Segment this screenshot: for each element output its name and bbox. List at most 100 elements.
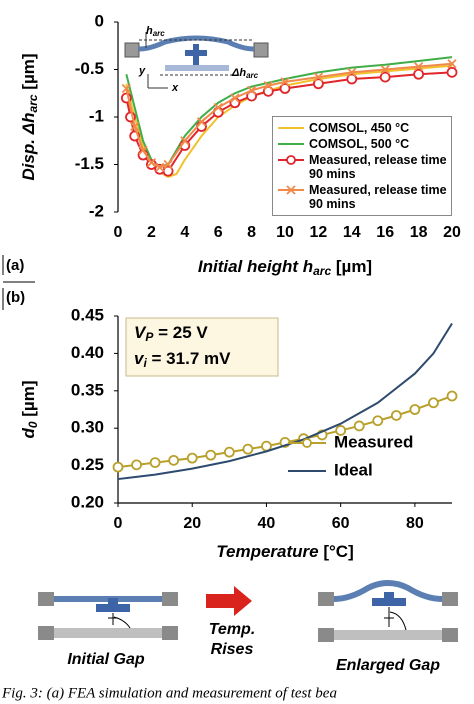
svg-text:VP = 25 V: VP = 25 V	[134, 323, 208, 344]
marker	[428, 397, 439, 409]
y-tick-label: -1	[89, 106, 104, 125]
y-tick-label: 0.30	[71, 418, 104, 437]
y-axis-label: 0	[26, 421, 40, 428]
inset-diagram: harc y x Δharc	[124, 25, 269, 94]
marker	[121, 83, 131, 94]
x-tick-label: 18	[410, 224, 428, 241]
inset-label: Δh	[231, 67, 246, 79]
legend-label: Measured, release time 90 mins	[309, 183, 447, 211]
diagram-label: Initial Gap	[67, 651, 145, 668]
marker	[390, 410, 402, 421]
x-axis-label: [µm]	[331, 257, 372, 276]
y-axis-label: d0 [µm]	[19, 380, 40, 438]
svg-text:harc: harc	[146, 25, 165, 38]
x-axis-label: Initial height h	[198, 257, 313, 276]
marker	[186, 452, 198, 464]
x-tick-label: 20	[183, 515, 201, 532]
x-tick-label: 0	[114, 224, 123, 241]
marker	[205, 449, 217, 461]
caption: Fig. 3: (a) FEA simulation and measureme…	[1, 685, 337, 701]
marker	[380, 64, 390, 75]
y-tick-label: -1.5	[75, 154, 104, 173]
x-tick-label: 40	[258, 515, 276, 532]
marker	[223, 446, 235, 458]
marker	[286, 155, 296, 165]
marker	[346, 73, 358, 85]
legend-label: COMSOL, 450 °C	[309, 121, 410, 135]
legend-label: COMSOL, 500 °C	[309, 137, 410, 151]
legend-entry: Measured, release time 90 mins	[277, 153, 447, 181]
diagram-label: Temp.	[209, 621, 256, 638]
x-tick-label: 60	[332, 515, 350, 532]
inset-label: x	[171, 82, 179, 94]
y-axis-label: Disp. Δharc [µm]	[19, 53, 40, 180]
marker	[146, 157, 157, 168]
y-axis-label: [µm]	[19, 380, 38, 421]
marker	[242, 443, 254, 455]
marker	[112, 461, 124, 473]
marker	[131, 459, 142, 471]
legend-symbol	[278, 143, 304, 145]
x-tick-label: 2	[147, 224, 156, 241]
marker	[168, 454, 180, 466]
y-axis-label: d	[19, 428, 38, 439]
legend-label: Ideal	[334, 460, 373, 479]
y-tick-label: -0.5	[75, 59, 104, 78]
svg-text:Δharc: Δharc	[231, 67, 259, 80]
annotation: P	[145, 330, 154, 344]
y-axis-label: arc	[26, 94, 40, 112]
marker	[280, 77, 290, 87]
marker	[335, 425, 347, 436]
legend: COMSOL, 450 °C COMSOL, 500 °C Measured, re…	[272, 116, 452, 216]
x-axis-label: Temperature	[216, 542, 318, 561]
marker	[130, 121, 140, 132]
y-tick-label: 0.45	[71, 305, 104, 324]
annotation: = 25 V	[153, 323, 208, 342]
marker	[409, 404, 421, 415]
marker	[263, 81, 273, 91]
y-tick-label: 0.40	[71, 343, 104, 362]
x-axis-label: arc	[313, 264, 331, 278]
marker	[353, 420, 365, 432]
inset-label: arc	[246, 71, 259, 80]
y-axis-label: [µm]	[19, 53, 38, 94]
panel-label: (a)	[6, 257, 24, 274]
x-tick-label: 10	[276, 224, 294, 241]
legend-symbol	[278, 155, 304, 165]
y-tick-label: 0.25	[71, 455, 104, 474]
marker	[313, 72, 324, 82]
marker	[246, 85, 257, 96]
marker	[446, 66, 458, 78]
x-axis-label: Temperature [°C]	[216, 542, 353, 561]
inset-label: h	[146, 25, 153, 37]
x-tick-label: 20	[443, 224, 461, 241]
y-axis-label: Disp. Δh	[19, 112, 38, 180]
x-tick-label: 0	[114, 515, 123, 532]
annotation: V	[134, 323, 147, 342]
legend-entry: Measured, release time 90 mins	[277, 183, 447, 211]
legend-entry: COMSOL, 450 °C	[277, 121, 447, 135]
x-axis-label: [°C]	[319, 542, 354, 561]
x-tick-label: 80	[406, 515, 424, 532]
diagram-label: Enlarged Gap	[336, 657, 440, 674]
x-tick-label: 16	[376, 224, 394, 241]
diagram-label: Rises	[211, 641, 254, 658]
marker	[447, 59, 457, 69]
marker	[163, 159, 173, 170]
marker	[413, 62, 424, 72]
x-tick-label: 8	[247, 224, 256, 241]
panel-label: (b)	[6, 289, 25, 306]
marker	[149, 457, 161, 469]
marker	[286, 185, 296, 195]
annotation: i	[143, 356, 147, 370]
marker	[446, 390, 458, 402]
annotation: v	[134, 349, 145, 368]
gap-diagram	[38, 580, 458, 642]
x-tick-label: 14	[343, 224, 361, 241]
y-tick-label: -2	[89, 201, 104, 220]
y-tick-label: 0	[95, 11, 104, 30]
legend-symbol	[278, 127, 304, 129]
marker	[379, 71, 391, 83]
annotation-box	[125, 317, 279, 377]
